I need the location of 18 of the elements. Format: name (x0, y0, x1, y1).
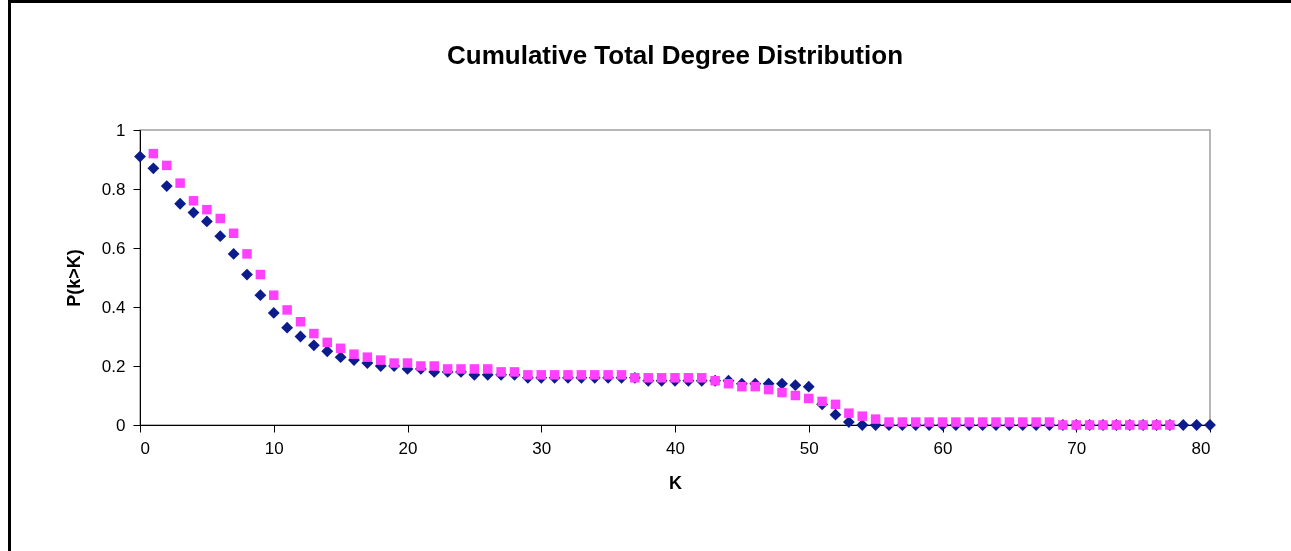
x-tick-label: 20 (398, 438, 418, 458)
x-tick-label: 0 (140, 438, 150, 458)
y-tick-label: 0.2 (101, 356, 126, 376)
x-tick-label: 30 (532, 438, 552, 458)
chart-title: Cumulative Total Degree Distribution (446, 40, 904, 70)
y-tick-label: 1 (116, 120, 126, 140)
x-tick-label: 50 (799, 438, 819, 458)
y-tick-label: 0.4 (101, 297, 126, 317)
x-axis-title: K (669, 472, 682, 493)
x-tick-label: 40 (666, 438, 685, 458)
x-tick-label: 10 (264, 438, 284, 458)
x-tick-label: 70 (1067, 438, 1087, 458)
x-tick-label: 80 (1191, 438, 1211, 458)
y-axis-title: P(k>K) (63, 249, 84, 307)
y-tick-label: 0.6 (101, 238, 126, 258)
x-tick-label: 60 (933, 438, 953, 458)
y-tick-label: 0 (116, 415, 126, 435)
y-tick-label: 0.8 (101, 179, 126, 199)
